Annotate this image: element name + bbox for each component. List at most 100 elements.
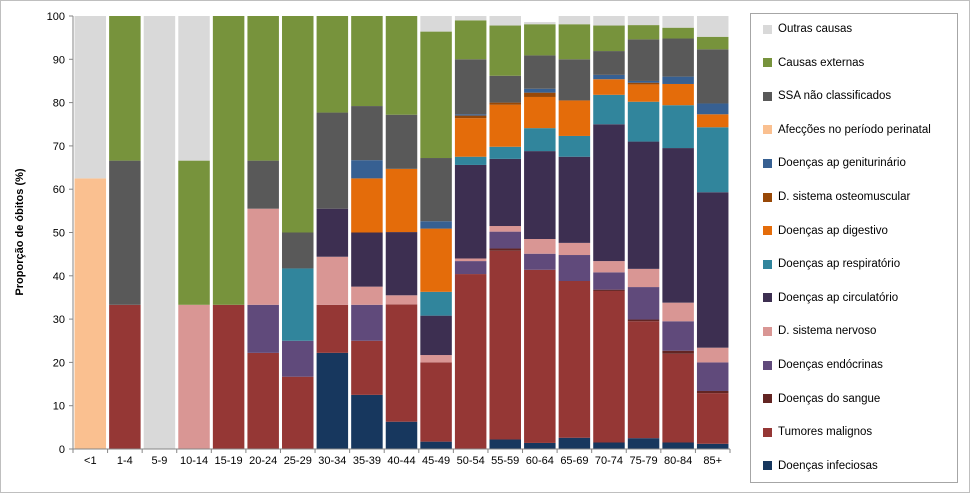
y-tick-label: 80 <box>53 98 65 110</box>
bar-ssa-nao-classificados-35-39 <box>351 106 383 161</box>
bar-tumores-malignos-40-44 <box>385 304 418 422</box>
y-tick-label: 100 <box>47 11 65 23</box>
bar-doencas-ap-genitourinario-45-49 <box>420 221 452 229</box>
bar-d-sistema-nervoso-60-64 <box>524 239 556 254</box>
bar-doencas-ap-digestivo-65-69 <box>558 100 591 136</box>
bar-causas-externas-30-34 <box>316 16 349 113</box>
bar-tumores-malignos-35-39 <box>351 340 383 395</box>
bar-causas-externas-75-79 <box>627 25 660 40</box>
bar-doencas-endocrinas-75-79 <box>627 287 660 320</box>
bar-doencas-ap-genitourinario-35-39 <box>351 160 383 179</box>
bar-outras-causas-50-54 <box>454 16 487 21</box>
bar-tumores-malignos-1-4 <box>109 304 141 449</box>
bar-ssa-nao-classificados-75-79 <box>627 39 660 81</box>
bar-doencas-endocrinas-55-59 <box>489 231 521 249</box>
bar-outras-causas-85 <box>696 16 729 37</box>
bar-doencas-ap-circulatorio-55-59 <box>489 158 521 227</box>
y-tick-label: 70 <box>53 141 65 153</box>
x-tick-label: 40-44 <box>387 455 415 467</box>
bar-causas-externas-55-59 <box>489 25 521 76</box>
bar-doencas-infeciosas-30-34 <box>316 352 349 449</box>
bar-doencas-ap-digestivo-70-74 <box>593 79 625 95</box>
legend-item-d-sistema-osteomuscular: D. sistema osteomuscular <box>763 189 910 205</box>
bar-d-sistema-nervoso-50-54 <box>454 258 487 262</box>
legend-item-tumores-malignos: Tumores malignos <box>763 424 872 440</box>
bar-doencas-infeciosas-60-64 <box>524 442 556 449</box>
y-tick-label: 30 <box>53 314 65 326</box>
bar-ssa-nao-classificados-30-34 <box>316 112 349 209</box>
bar-doencas-ap-genitourinario-70-74 <box>593 74 625 80</box>
legend-label: D. sistema osteomuscular <box>778 191 911 203</box>
bar-ssa-nao-classificados-25-29 <box>282 232 314 269</box>
legend-item-doencas-ap-respiratorio: Doenças ap respiratório <box>763 256 900 272</box>
bar-doencas-infeciosas-80-84 <box>662 442 694 449</box>
x-tick-label: 50-54 <box>457 455 485 467</box>
bar-doencas-do-sangue-80-84 <box>662 350 694 354</box>
bar-doencas-ap-respiratorio-75-79 <box>627 101 660 142</box>
bar-outras-causas-lt1 <box>74 16 107 179</box>
bar-ssa-nao-classificados-65-69 <box>558 59 591 101</box>
bar-ssa-nao-classificados-40-44 <box>385 114 418 169</box>
bar-doencas-ap-circulatorio-80-84 <box>662 148 694 303</box>
legend-label: Doenças ap digestivo <box>778 224 888 237</box>
bar-doencas-ap-digestivo-35-39 <box>351 178 383 233</box>
bar-doencas-ap-circulatorio-65-69 <box>558 156 591 243</box>
legend-label: Afecções no período perinatal <box>778 123 931 136</box>
axes-layer: 0 10 20 30 40 50 60 70 80 90 100 <1 1-4 5-9 10-14 15-19… <box>47 11 731 467</box>
legend-label: Tumores malignos <box>778 426 873 439</box>
bar-doencas-ap-digestivo-85 <box>696 114 729 128</box>
bar-doencas-endocrinas-50-54 <box>454 261 487 275</box>
legend-swatch <box>763 192 772 202</box>
bar-outras-causas-60-64 <box>524 22 556 25</box>
bar-tumores-malignos-45-49 <box>420 362 452 442</box>
legend-item-outras-causas: Outras causas <box>763 21 852 37</box>
bar-doencas-do-sangue-55-59 <box>489 248 521 251</box>
x-tick-label: 30-34 <box>318 455 346 467</box>
bar-tumores-malignos-25-29 <box>282 376 314 449</box>
bar-doencas-do-sangue-75-79 <box>627 319 660 322</box>
bar-causas-externas-70-74 <box>593 25 625 52</box>
bar-d-sistema-osteomuscular-75-79 <box>627 82 660 85</box>
bar-doencas-ap-digestivo-75-79 <box>627 84 660 102</box>
bar-d-sistema-osteomuscular-55-59 <box>489 102 521 105</box>
bar-doencas-ap-circulatorio-45-49 <box>420 315 452 356</box>
bar-causas-externas-40-44 <box>385 16 418 115</box>
legend-label: Outras causas <box>778 23 853 35</box>
y-tick-label: 40 <box>53 271 65 283</box>
bar-doencas-ap-respiratorio-50-54 <box>454 156 487 165</box>
bar-causas-externas-10-14 <box>178 160 210 305</box>
bar-ssa-nao-classificados-50-54 <box>454 59 487 115</box>
x-tick-label: 75-79 <box>629 455 657 467</box>
bar-doencas-infeciosas-45-49 <box>420 441 452 449</box>
x-tick-label: 10-14 <box>180 455 208 467</box>
bar-doencas-ap-circulatorio-50-54 <box>454 164 487 259</box>
bar-doencas-infeciosas-40-44 <box>385 421 418 449</box>
x-tick-label: 80-84 <box>664 455 692 467</box>
legend-swatch <box>763 259 772 269</box>
bar-causas-externas-20-24 <box>247 16 279 161</box>
bar-tumores-malignos-30-34 <box>316 304 349 353</box>
legend-swatch <box>763 293 772 303</box>
y-axis-title: Proporção de óbitos (%) <box>14 168 26 295</box>
bar-d-sistema-nervoso-70-74 <box>593 261 625 273</box>
bar-doencas-ap-respiratorio-55-59 <box>489 146 521 159</box>
bar-d-sistema-nervoso-20-24 <box>247 208 279 305</box>
legend-item-d-sistema-nervoso: D. sistema nervoso <box>763 323 876 339</box>
x-tick-label: 60-64 <box>526 455 554 467</box>
legend-item-doencas-ap-circulatorio: Doenças ap circulatório <box>763 290 898 306</box>
bar-doencas-ap-respiratorio-25-29 <box>282 268 314 341</box>
x-tick-label: <1 <box>84 455 97 467</box>
bar-ssa-nao-classificados-1-4 <box>109 160 141 305</box>
x-tick-label: 85+ <box>703 455 722 467</box>
bar-outras-causas-55-59 <box>489 16 521 26</box>
legend-label: D. sistema nervoso <box>778 325 877 338</box>
bar-ssa-nao-classificados-55-59 <box>489 75 521 103</box>
bar-doencas-ap-digestivo-40-44 <box>385 168 418 233</box>
bar-doencas-infeciosas-55-59 <box>489 439 521 449</box>
bar-outras-causas-10-14 <box>178 16 210 161</box>
bar-causas-externas-80-84 <box>662 27 694 39</box>
bar-outras-causas-80-84 <box>662 16 694 28</box>
bar-d-sistema-nervoso-40-44 <box>385 295 418 305</box>
legend-label: Causas externas <box>778 56 865 69</box>
x-tick-label: 45-49 <box>422 455 450 467</box>
